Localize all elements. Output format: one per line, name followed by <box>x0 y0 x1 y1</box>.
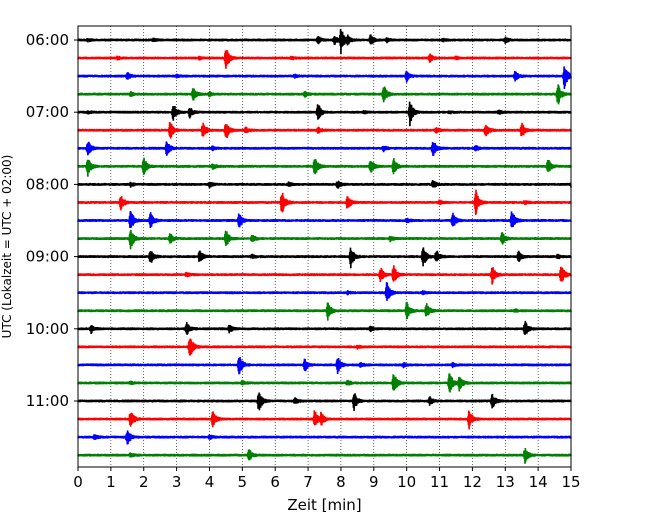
x-tick-label: 2 <box>139 473 149 491</box>
y-tick-label: 06:00 <box>26 31 69 49</box>
seismic-trace-14 <box>77 265 572 285</box>
x-tick-label: 1 <box>106 473 116 491</box>
x-tick-label: 15 <box>561 473 580 491</box>
x-tick-label: 10 <box>397 473 416 491</box>
seismic-trace-12 <box>77 229 572 250</box>
x-tick-label: 8 <box>336 473 346 491</box>
y-tick-label: 07:00 <box>26 103 69 121</box>
seismic-trace-2 <box>77 50 572 69</box>
seismic-trace-6 <box>77 122 572 139</box>
x-tick-label: 11 <box>430 473 449 491</box>
seismic-trace-9 <box>77 180 572 189</box>
x-axis-ticks: 0 1 2 3 4 5 6 7 8 9 10 11 12 13 14 15 <box>73 467 581 491</box>
seismic-trace-21 <box>77 392 572 411</box>
x-tick-label: 0 <box>73 473 83 491</box>
seismic-trace-23 <box>77 430 572 445</box>
seismic-trace-24 <box>77 448 572 464</box>
x-tick-label: 12 <box>463 473 482 491</box>
seismic-trace-5 <box>77 101 572 127</box>
seismic-trace-17 <box>77 320 572 335</box>
seismic-trace-16 <box>77 301 572 321</box>
trace-layer <box>77 28 572 464</box>
x-tick-label: 7 <box>303 473 313 491</box>
y-tick-label: 10:00 <box>26 320 69 338</box>
x-tick-label: 6 <box>270 473 280 491</box>
seismic-trace-20 <box>77 373 572 393</box>
seismic-trace-1 <box>77 28 572 55</box>
y-axis-label: UTC (Lokalzeit = UTC + 02:00) <box>0 155 14 339</box>
x-axis-label: Zeit [min] <box>287 496 361 514</box>
seismic-trace-10 <box>77 189 572 216</box>
seismic-trace-7 <box>77 141 572 156</box>
seismic-trace-18 <box>77 338 572 356</box>
y-tick-label: 09:00 <box>26 248 69 266</box>
y-tick-label: 11:00 <box>26 392 69 410</box>
y-tick-label: 08:00 <box>26 175 69 193</box>
x-tick-label: 9 <box>369 473 379 491</box>
seismic-trace-3 <box>77 66 572 90</box>
seismic-trace-19 <box>77 357 572 375</box>
x-tick-label: 3 <box>172 473 182 491</box>
seismic-trace-4 <box>77 84 572 105</box>
seismic-trace-22 <box>77 410 572 430</box>
x-tick-label: 5 <box>238 473 248 491</box>
seismic-trace-8 <box>77 157 572 177</box>
x-tick-label: 14 <box>529 473 548 491</box>
seismic-trace-13 <box>77 247 572 269</box>
y-axis-ticks: 06:00 07:00 08:00 09:00 10:00 11:00 <box>26 31 78 410</box>
plot-frame <box>77 25 572 468</box>
seismic-trace-11 <box>77 211 572 229</box>
x-tick-label: 4 <box>205 473 215 491</box>
x-tick-label: 13 <box>496 473 515 491</box>
seismic-trace-15 <box>77 282 572 301</box>
